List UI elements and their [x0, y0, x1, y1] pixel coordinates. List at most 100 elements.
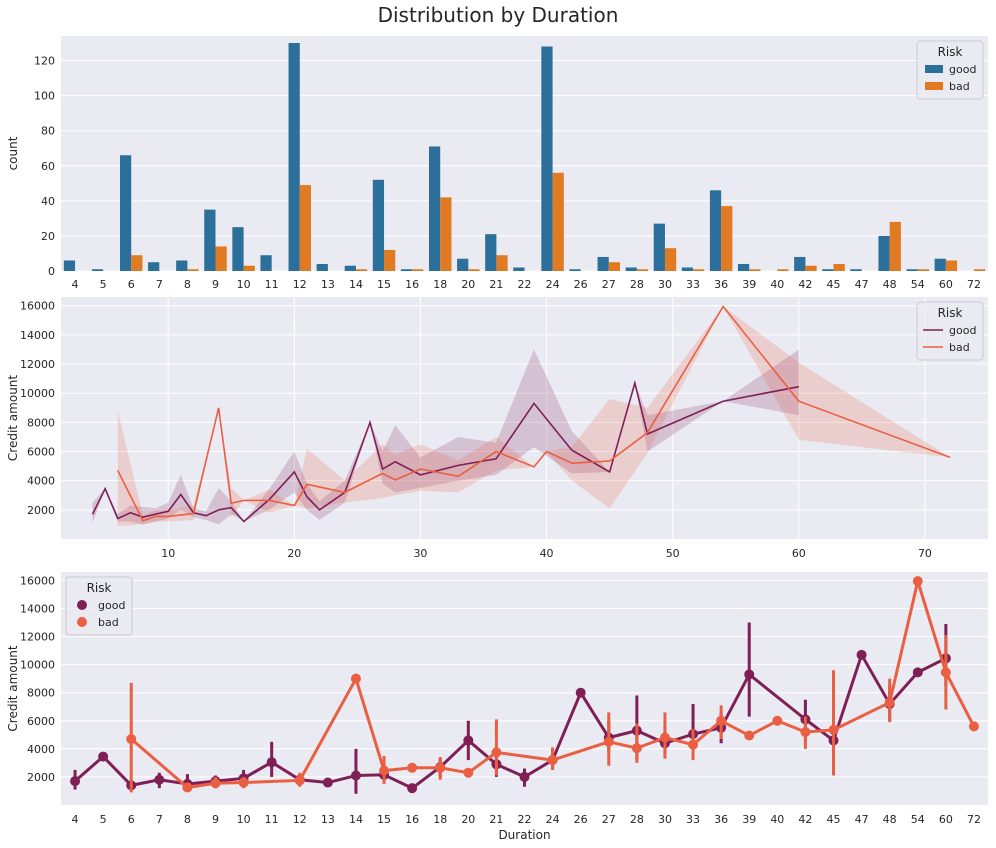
x-tick-label: 30	[413, 547, 427, 560]
legend-title: Risk	[938, 306, 963, 320]
point-good-47	[856, 649, 867, 660]
bar-good-10	[232, 227, 244, 271]
y-tick-label: 16000	[20, 300, 55, 313]
bar-bad-48	[889, 221, 901, 271]
y-tick-label: 16000	[20, 574, 55, 587]
bar-good-21	[485, 234, 497, 271]
point-bad-48	[884, 697, 895, 708]
y-axis-label: count	[6, 136, 20, 170]
y-tick-label: 20	[41, 230, 55, 243]
bar-bad-16	[412, 269, 424, 271]
x-tick-label: 26	[574, 813, 588, 826]
bar-bad-28	[636, 269, 649, 271]
bar-good-39	[737, 263, 750, 271]
x-tick-label: 42	[798, 813, 812, 826]
legend-label-bad: bad	[949, 341, 970, 354]
x-tick-label: 26	[574, 278, 588, 291]
x-tick-label: 15	[377, 813, 391, 826]
x-tick-label: 4	[72, 813, 79, 826]
point-bad-16	[407, 762, 418, 773]
bar-good-54	[906, 269, 918, 271]
bar-good-5	[91, 269, 104, 271]
x-tick-label: 13	[321, 813, 335, 826]
x-tick-label: 18	[433, 278, 447, 291]
line-good	[91, 379, 799, 523]
x-tick-label: 11	[265, 278, 279, 291]
point-good-5	[98, 751, 109, 762]
bar-good-22	[513, 267, 525, 271]
x-tick-label: 72	[967, 813, 981, 826]
x-tick-label: 14	[349, 813, 363, 826]
bar-good-18	[428, 146, 441, 271]
legend-label-good: good	[949, 63, 976, 76]
x-tick-label: 45	[827, 813, 841, 826]
point-good-11	[266, 757, 277, 768]
x-tick-label: 36	[714, 813, 728, 826]
bar-bad-36	[721, 206, 733, 271]
x-tick-label: 22	[518, 278, 532, 291]
y-tick-label: 100	[34, 90, 55, 103]
legend-label-good: good	[98, 599, 125, 612]
y-tick-label: 2000	[27, 504, 55, 517]
x-tick-label: 50	[666, 547, 680, 560]
legend-swatch-bad	[925, 82, 943, 90]
bar-good-28	[625, 267, 637, 271]
bar-good-14	[344, 265, 356, 271]
x-tick-label: 4	[72, 278, 79, 291]
credit-lineplot: 2000 4000 6000 8000 10000 12000 14000 16000 Cred…	[6, 297, 988, 560]
y-tick-label: 6000	[27, 715, 55, 728]
bar-good-13	[316, 263, 328, 271]
figure-title: Distribution by Duration	[378, 3, 619, 27]
y-tick-label: 4000	[27, 743, 55, 756]
x-tick-label: 10	[237, 813, 251, 826]
bar-bad-40	[777, 269, 789, 271]
x-tick-label: 48	[883, 813, 897, 826]
x-tick-label: 20	[287, 547, 301, 560]
y-tick-label: 8000	[27, 416, 55, 429]
x-tick-label: 30	[658, 278, 672, 291]
x-tick-label: 54	[911, 813, 925, 826]
ci-band-bad	[117, 306, 951, 526]
y-tick-label: 12000	[20, 631, 55, 644]
x-tick-label: 6	[128, 813, 135, 826]
x-tick-label: 40	[540, 547, 554, 560]
bar-bad-6	[131, 255, 143, 271]
point-bad-9	[210, 778, 221, 789]
bar-good-26	[569, 269, 581, 271]
legend-title: Risk	[938, 45, 963, 59]
bar-good-16	[400, 269, 413, 271]
bar-bad-45	[833, 263, 845, 271]
legend-label-good: good	[949, 324, 976, 337]
point-bad-28	[631, 743, 642, 754]
point-bad-60	[940, 667, 951, 678]
x-tick-label: 5	[100, 278, 107, 291]
x-tick-label: 39	[742, 278, 756, 291]
bar-bad-20	[468, 269, 480, 271]
x-tick-label: 60	[939, 278, 953, 291]
x-tick-label: 8	[184, 278, 191, 291]
point-bad-42	[800, 727, 811, 738]
bar-good-36	[709, 190, 722, 271]
bar-bad-24	[552, 172, 564, 271]
x-tick-label: 21	[489, 813, 503, 826]
x-tick-label: 12	[293, 278, 307, 291]
x-tick-label: 60	[939, 813, 953, 826]
point-bad-6	[126, 734, 137, 745]
legend-box	[916, 301, 984, 361]
bar-good-30	[653, 223, 665, 271]
point-good-16	[407, 783, 418, 794]
bar-good-24	[541, 46, 553, 272]
bar-bad-30	[664, 248, 677, 271]
point-bad-45	[828, 724, 839, 735]
x-tick-label: 48	[883, 278, 897, 291]
bar-bad-39	[749, 269, 761, 271]
x-tick-label: 14	[349, 278, 363, 291]
bar-bad-72	[973, 269, 986, 271]
point-bad-30	[659, 732, 670, 743]
legend-swatch-good	[925, 65, 943, 73]
y-axis-label: Credit amount	[6, 645, 20, 731]
x-tick-label: 39	[742, 813, 756, 826]
point-good-7	[154, 774, 165, 785]
y-tick-label: 4000	[27, 475, 55, 488]
